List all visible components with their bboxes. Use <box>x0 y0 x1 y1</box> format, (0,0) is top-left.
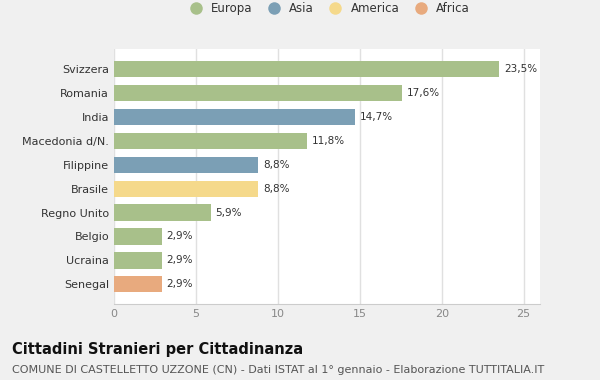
Text: COMUNE DI CASTELLETTO UZZONE (CN) - Dati ISTAT al 1° gennaio - Elaborazione TUTT: COMUNE DI CASTELLETTO UZZONE (CN) - Dati… <box>12 365 544 375</box>
Bar <box>114 276 161 293</box>
Text: 17,6%: 17,6% <box>407 88 440 98</box>
Bar <box>114 252 161 269</box>
Bar <box>114 157 258 173</box>
Bar <box>114 109 355 125</box>
Text: 14,7%: 14,7% <box>360 112 393 122</box>
Legend: Europa, Asia, America, Africa: Europa, Asia, America, Africa <box>182 0 472 17</box>
Text: 2,9%: 2,9% <box>166 255 193 265</box>
Bar <box>114 61 499 77</box>
Text: 8,8%: 8,8% <box>263 184 290 194</box>
Text: 8,8%: 8,8% <box>263 160 290 170</box>
Text: 23,5%: 23,5% <box>504 64 537 74</box>
Bar <box>114 204 211 221</box>
Text: 2,9%: 2,9% <box>166 279 193 289</box>
Bar <box>114 228 161 245</box>
Bar <box>114 85 403 101</box>
Text: 2,9%: 2,9% <box>166 231 193 241</box>
Bar <box>114 133 307 149</box>
Text: Cittadini Stranieri per Cittadinanza: Cittadini Stranieri per Cittadinanza <box>12 342 303 357</box>
Text: 5,9%: 5,9% <box>215 207 242 218</box>
Bar <box>114 180 258 197</box>
Text: 11,8%: 11,8% <box>312 136 346 146</box>
